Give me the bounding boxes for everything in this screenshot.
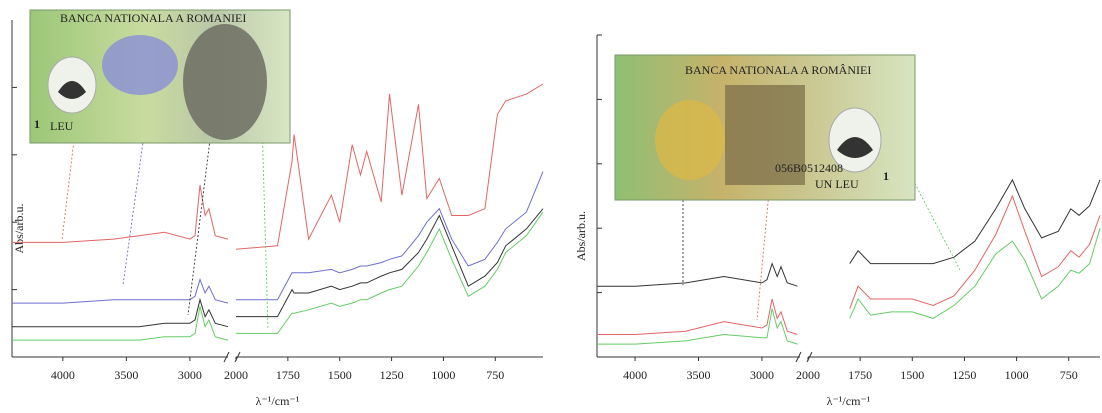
leader-line (261, 121, 269, 331)
leader-line (756, 159, 773, 321)
x-tick-label: 4000 (51, 368, 75, 382)
x-tick-label: 3000 (178, 368, 202, 382)
x-tick-label: 750 (1060, 368, 1078, 382)
banknote-text: 1 (34, 117, 40, 131)
x-tick-label: 2000 (796, 368, 820, 382)
banknote-portrait (183, 24, 267, 140)
banknote-text: BANCA NATIONALA A ROMANIEI (60, 11, 246, 25)
banknote-text: BANCA NATIONALA A ROMÂNIEI (685, 63, 871, 77)
x-tick-label: 3500 (687, 368, 711, 382)
axis-break (223, 351, 241, 363)
y-axis-label: Abs/arb.u. (574, 211, 588, 261)
spectrum-line (12, 211, 544, 341)
spectrum-line (597, 228, 1101, 345)
x-tick-label: 1250 (380, 368, 404, 382)
x-tick-label: 1500 (900, 368, 924, 382)
spectrum-line (12, 83, 544, 250)
banknote-text: 056B0512408 (775, 161, 843, 175)
banknote-text: UN LEU (815, 177, 859, 191)
x-axis-label: λ⁻¹/cm⁻¹ (256, 394, 300, 408)
x-tick-label: 3500 (114, 368, 138, 382)
x-tick-label: 1000 (1005, 368, 1029, 382)
x-tick-label: 1250 (952, 368, 976, 382)
banknote-church (725, 85, 805, 185)
y-axis-label: Abs/arb.u. (12, 204, 26, 254)
x-axis-label: λ⁻¹/cm⁻¹ (827, 394, 871, 408)
x-tick-label: 3000 (750, 368, 774, 382)
banknote-eagle (837, 137, 873, 158)
x-tick-label: 1500 (328, 368, 352, 382)
banknote-eagle (58, 81, 86, 99)
spectrum-line (597, 194, 1101, 335)
x-tick-label: 1750 (276, 368, 300, 382)
axis-break (795, 351, 813, 363)
banknote-flower (102, 35, 178, 95)
x-tick-label: 4000 (623, 368, 647, 382)
banknote-text: LEU (50, 119, 74, 133)
x-tick-label: 2000 (224, 368, 248, 382)
spectrum-line (12, 208, 544, 328)
x-tick-label: 1750 (848, 368, 872, 382)
spectrum-line (597, 178, 1101, 287)
banknote-eagle-gold (655, 100, 725, 180)
spectrum-line (12, 171, 544, 304)
banknote-text: 1 (883, 169, 889, 183)
x-tick-label: 1000 (431, 368, 455, 382)
x-tick-label: 750 (486, 368, 504, 382)
